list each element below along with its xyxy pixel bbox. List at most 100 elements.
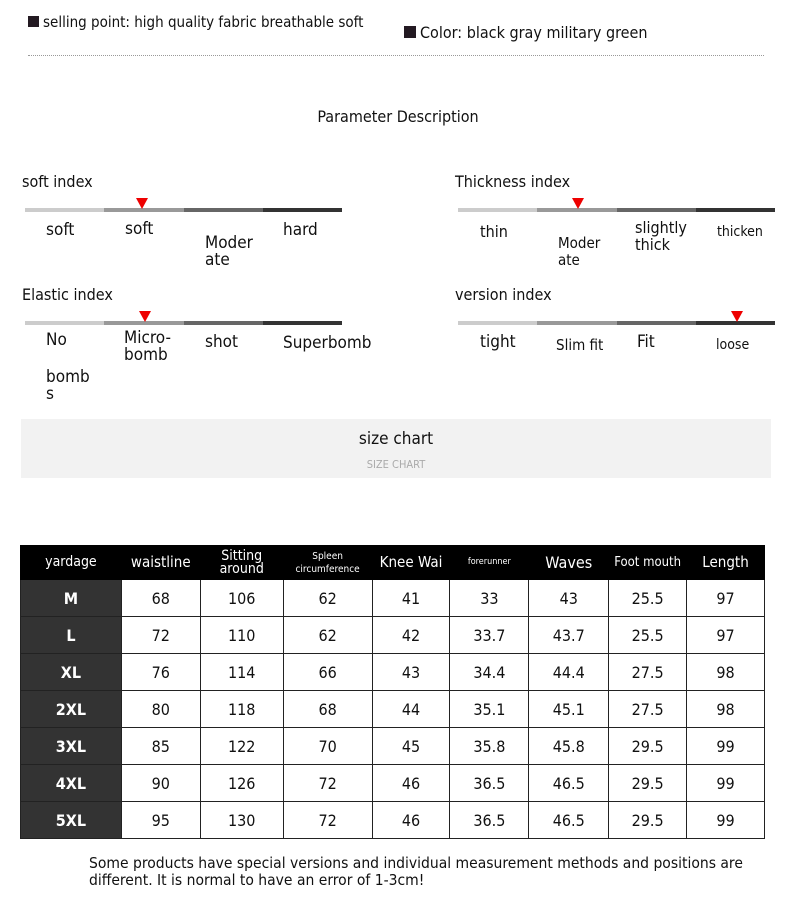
column-header: Spleen circumference: [282, 545, 373, 580]
measurement-cell: 29.5: [608, 727, 688, 765]
elastic-index-bar: [25, 321, 342, 325]
measurement-cell: 72: [282, 801, 373, 839]
selling-point: selling point: high quality fabric breat…: [28, 14, 388, 30]
measurement-cell: 36.5: [449, 801, 530, 839]
bullet-square-icon: [404, 26, 416, 38]
soft-index-bar: [25, 208, 342, 212]
measurement-cell: 99: [686, 764, 765, 802]
measurement-cell: 42: [371, 616, 451, 654]
size-cell: XL: [20, 653, 122, 691]
label-line: s: [46, 384, 54, 404]
measurement-cell: 35.8: [449, 727, 530, 765]
bullet-square-icon: [28, 16, 39, 27]
label-line: loose: [716, 337, 750, 353]
version-index-bar: [458, 321, 775, 325]
measurement-cell: 122: [199, 727, 284, 765]
thickness-marker-icon: [572, 198, 585, 209]
thickness-label: thin: [480, 223, 508, 240]
selling-point-text: selling point: high quality fabric breat…: [43, 13, 364, 31]
measurement-cell: 46: [371, 764, 451, 802]
label-line: Moder: [205, 233, 253, 253]
label-line: hard: [283, 220, 318, 240]
parameter-title: Parameter Description: [317, 107, 479, 126]
measurement-cell: 130: [199, 801, 284, 839]
label-line: Fit: [637, 332, 655, 352]
thickness-label: slightly thick: [635, 219, 687, 253]
label-line: Moder: [558, 234, 601, 252]
soft-label: hard: [283, 222, 318, 239]
label-line: Slim fit: [556, 336, 604, 354]
version-label: Slim fit: [556, 337, 603, 354]
measurement-cell: 66: [282, 653, 373, 691]
measurement-cell: 43.7: [528, 616, 610, 654]
measurement-cell: 97: [686, 579, 765, 617]
measurement-cell: 72: [120, 616, 201, 654]
elastic-label-continued: bomb s: [46, 369, 90, 403]
thickness-index-title: Thickness index: [455, 172, 571, 191]
elastic-label: No: [46, 332, 67, 349]
measurement-cell: 46.5: [528, 764, 610, 802]
column-header: Length: [686, 545, 765, 580]
label-line: shot: [205, 332, 239, 352]
column-header: yardage: [20, 545, 122, 580]
measurement-cell: 98: [686, 690, 765, 728]
label-line: No: [46, 330, 67, 350]
measurement-cell: 35.1: [449, 690, 530, 728]
soft-label: soft: [46, 222, 74, 239]
measurement-cell: 46: [371, 801, 451, 839]
measurement-cell: 99: [686, 727, 765, 765]
measurement-cell: 98: [686, 653, 765, 691]
measurement-cell: 44.4: [528, 653, 610, 691]
table-row: 4XL 90 126 72 46 36.5 46.5 29.5 99: [20, 764, 765, 802]
thickness-label: thicken: [717, 224, 763, 241]
measurement-cell: 95: [120, 801, 201, 839]
measurement-cell: 114: [199, 653, 284, 691]
label-line: thin: [480, 222, 508, 241]
measurement-cell: 110: [199, 616, 284, 654]
measurement-cell: 85: [120, 727, 201, 765]
measurement-cell: 36.5: [449, 764, 530, 802]
size-cell: 4XL: [20, 764, 122, 802]
divider: [28, 55, 764, 56]
footnote: Some products have special versions and …: [89, 854, 743, 889]
column-header: waistline: [120, 545, 201, 580]
measurement-cell: 72: [282, 764, 373, 802]
measurement-cell: 41: [371, 579, 451, 617]
size-table: yardage waistline Sitting around Spleen cir…: [20, 545, 765, 839]
table-row: 2XL 80 118 68 44 35.1 45.1 27.5 98: [20, 690, 765, 728]
column-header: Knee Wai: [371, 545, 451, 580]
version-label: tight: [480, 334, 516, 351]
measurement-cell: 90: [120, 764, 201, 802]
label-line: thick: [635, 235, 671, 254]
elastic-label: shot: [205, 334, 238, 351]
measurement-cell: 76: [120, 653, 201, 691]
measurement-cell: 25.5: [608, 579, 688, 617]
label-line: thicken: [717, 224, 763, 240]
table-row: 5XL 95 130 72 46 36.5 46.5 29.5 99: [20, 801, 765, 839]
measurement-cell: 29.5: [608, 764, 688, 802]
measurement-cell: 33.7: [449, 616, 530, 654]
table-row: L 72 110 62 42 33.7 43.7 25.5 97: [20, 616, 765, 654]
color-text: Color: black gray military green: [420, 23, 648, 42]
label-line: ate: [205, 250, 230, 270]
size-chart-banner: size chart SIZE CHART: [21, 419, 771, 478]
measurement-cell: 45.1: [528, 690, 610, 728]
measurement-cell: 29.5: [608, 801, 688, 839]
measurement-cell: 45.8: [528, 727, 610, 765]
soft-label: Moder ate: [205, 235, 253, 269]
measurement-cell: 27.5: [608, 653, 688, 691]
table-row: 3XL 85 122 70 45 35.8 45.8 29.5 99: [20, 727, 765, 765]
measurement-cell: 99: [686, 801, 765, 839]
version-marker-icon: [730, 311, 743, 322]
thickness-index-bar: [458, 208, 775, 212]
measurement-cell: 45: [371, 727, 451, 765]
elastic-marker-icon: [139, 311, 152, 322]
measurement-cell: 43: [371, 653, 451, 691]
soft-index-title: soft index: [22, 172, 93, 191]
table-row: XL 76 114 66 43 34.4 44.4 27.5 98: [20, 653, 765, 691]
soft-marker-icon: [136, 198, 149, 209]
measurement-cell: 46.5: [528, 801, 610, 839]
size-chart-subtitle: SIZE CHART: [366, 458, 426, 471]
label-line: bomb: [46, 367, 90, 387]
table-row: M 68 106 62 41 33 43 25.5 97: [20, 579, 765, 617]
